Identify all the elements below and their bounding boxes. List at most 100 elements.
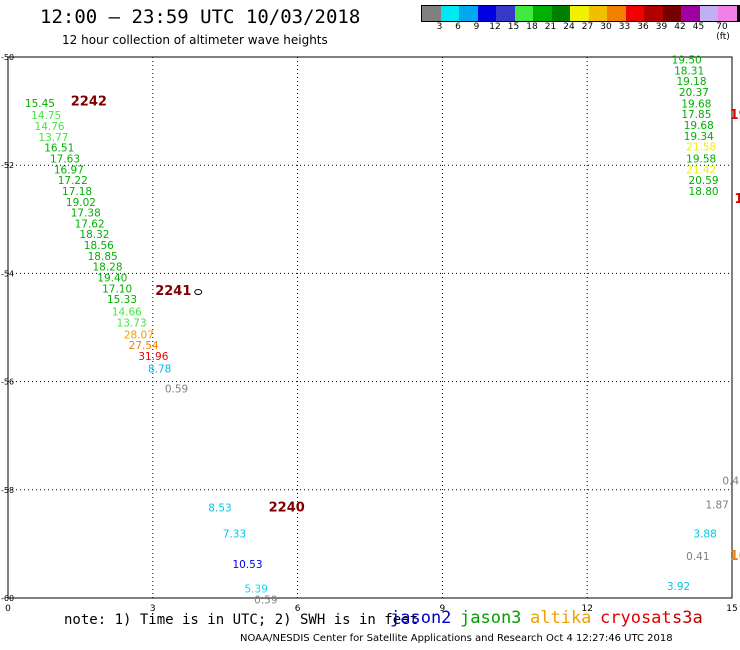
wave-height-label: 20.59 <box>689 175 719 187</box>
footer-credit: NOAA/NESDIS Center for Satellite Applica… <box>240 633 673 644</box>
storm-label: 1 <box>734 192 740 207</box>
wave-height-label: 19.68 <box>681 98 711 110</box>
legend-swatch <box>699 6 718 21</box>
legend-label: 3 <box>436 22 443 32</box>
wave-height-label: 0.41 <box>722 475 740 487</box>
wave-height-label: 19.58 <box>686 153 716 165</box>
legend-label: 6 <box>455 22 461 32</box>
wave-height-label: 21.58 <box>686 142 716 154</box>
legend-label: 9 <box>473 22 480 32</box>
wave-height-label: 13.73 <box>117 317 147 329</box>
legend-label: 27 <box>581 22 594 32</box>
wave-height-label: 7.33 <box>223 528 246 540</box>
legend-label: 70 (ft) <box>716 22 730 42</box>
legend-swatch <box>551 6 570 21</box>
wave-height-label: 16.97 <box>54 164 84 176</box>
wave-height-label: 10.53 <box>232 559 262 571</box>
wave-height-label: 0.41 <box>686 551 709 563</box>
legend-swatch <box>496 6 515 21</box>
storm-label: 2240 <box>269 500 305 515</box>
storm-label: 2241 <box>155 284 191 299</box>
x-tick-label: 9 <box>440 604 446 614</box>
storm-label: 160 <box>730 549 740 564</box>
wave-height-label: 5.39 <box>245 584 268 596</box>
wave-height-label: 3.92 <box>667 581 690 593</box>
legend-label: 21 <box>544 22 557 32</box>
legend-swatch <box>718 6 737 21</box>
satellite-jason2: jason2 <box>390 608 452 628</box>
plot-frame <box>7 56 733 599</box>
wave-height-label: 19.18 <box>676 76 706 88</box>
x-tick-label: 0 <box>5 604 11 614</box>
wave-height-label: 19.50 <box>672 54 702 66</box>
wave-height-label: 17.62 <box>75 218 105 230</box>
legend-swatch <box>459 6 478 21</box>
wave-height-label: 27.54 <box>129 340 159 352</box>
x-tick-label: 6 <box>295 604 301 614</box>
color-legend-labels: 3 6 9 12 15 18 21 24 27 30 33 36 39 42 45 70 (ft) <box>421 22 736 42</box>
note-text: note: 1) Time is in UTC; 2) SWH is in fe… <box>64 612 419 628</box>
legend-label: 45 <box>692 22 705 32</box>
wave-height-label: 17.38 <box>71 208 101 220</box>
wave-height-label: 15.45 <box>25 98 55 110</box>
wave-height-label: 19.40 <box>97 273 127 285</box>
satellite-altika: altika <box>530 608 592 628</box>
wave-height-label: 1.87 <box>705 500 728 512</box>
wave-height-label: 13.77 <box>38 132 68 144</box>
wave-height-label: 18.28 <box>92 262 122 274</box>
legend-label: 24 <box>563 22 575 32</box>
legend-label: 39 <box>655 22 668 32</box>
legend-label: 36 <box>637 22 649 32</box>
wave-height-label: 3.88 <box>693 528 716 540</box>
legend-swatch <box>533 6 552 21</box>
x-tick-label: 15 <box>726 604 737 614</box>
wave-height-label: 17.85 <box>681 109 711 121</box>
wave-height-label: 17.18 <box>62 186 92 198</box>
wave-height-label: 18.56 <box>84 240 114 252</box>
chart-subtitle: 12 hour collection of altimeter wave hei… <box>62 33 328 47</box>
satellite-cryosat: cryosat <box>600 608 672 628</box>
satellite-s3a: s3a <box>672 608 703 628</box>
storm-center-marker <box>194 289 203 296</box>
wave-height-label: 17.63 <box>50 153 80 165</box>
wave-height-label: 31.96 <box>138 351 168 363</box>
legend-swatch <box>644 6 663 21</box>
wave-height-label: 8.53 <box>208 502 231 514</box>
legend-swatch <box>625 6 644 21</box>
wave-height-label: 0.59 <box>254 594 277 606</box>
wave-height-label: 17.10 <box>102 283 132 295</box>
x-tick-label: 12 <box>581 604 592 614</box>
y-tick-label: -54 <box>1 269 14 278</box>
satellite-jason3: jason3 <box>460 608 522 628</box>
wave-height-label: 16.51 <box>44 143 74 155</box>
wave-height-label: 14.66 <box>112 307 142 319</box>
legend-swatch <box>681 6 700 21</box>
wave-height-label: 17.22 <box>58 175 88 187</box>
chart-title: 12:00 — 23:59 UTC 10/03/2018 <box>40 6 361 28</box>
wave-height-label: 18.32 <box>79 229 109 241</box>
legend-swatch <box>422 6 441 21</box>
legend-swatch <box>607 6 626 21</box>
y-tick-label: -58 <box>1 486 14 495</box>
wave-height-label: 20.37 <box>679 87 709 99</box>
wave-height-label: 21.42 <box>686 164 716 176</box>
storm-label: 19. <box>730 108 740 123</box>
wave-height-label: 18.80 <box>689 186 719 198</box>
legend-label: 18 <box>526 22 538 32</box>
color-legend <box>421 5 740 22</box>
wave-height-label: 19.68 <box>684 120 714 132</box>
legend-label: 12 <box>489 22 501 32</box>
wave-height-label: 14.75 <box>31 110 61 122</box>
y-tick-label: -56 <box>1 378 14 387</box>
wave-height-label: 0.59 <box>165 383 188 395</box>
legend-swatch <box>662 6 681 21</box>
legend-swatch <box>588 6 607 21</box>
wave-height-label: 18.31 <box>674 65 704 77</box>
y-tick-label: -50 <box>1 53 14 62</box>
wave-height-label: 19.34 <box>684 131 714 143</box>
x-tick-label: 3 <box>150 604 156 614</box>
wave-height-label: 28.07 <box>124 329 154 341</box>
wave-height-label: 15.33 <box>107 294 137 306</box>
wave-height-label: 14.76 <box>35 121 65 133</box>
